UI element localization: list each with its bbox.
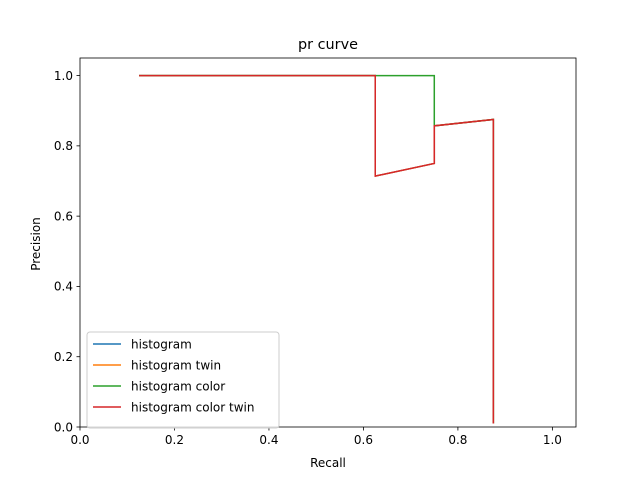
legend-label-2: histogram twin	[131, 358, 221, 372]
y-tick-label: 0.8	[54, 139, 73, 153]
legend-label-4: histogram color twin	[131, 400, 254, 414]
axes-frame	[79, 57, 577, 428]
x-tick-label: 0.8	[448, 433, 467, 447]
y-tick-label: 0.0	[54, 420, 73, 434]
x-axis-label: Recall	[310, 456, 346, 470]
y-tick-label: 0.2	[54, 350, 73, 364]
y-axis-label: Precision	[29, 217, 43, 271]
y-tick-label: 0.4	[54, 280, 73, 294]
x-tick-label: 1.0	[543, 433, 562, 447]
legend-box	[86, 331, 280, 429]
legend-label-3: histogram color	[131, 379, 225, 393]
series-layer	[139, 74, 495, 424]
y-tick-label: 0.6	[54, 209, 73, 223]
legend: histogram histogram twin histogram color hi…	[86, 331, 280, 429]
legend-label-1: histogram	[131, 337, 192, 351]
y-tick-label: 1.0	[54, 69, 73, 83]
x-tick-label: 0.2	[165, 433, 184, 447]
x-tick-label: 0.6	[354, 433, 373, 447]
x-tick-label: 0.4	[259, 433, 278, 447]
x-tick-label: 0.0	[70, 433, 89, 447]
axes-layer: 0.0 0.2 0.4 0.6 0.8 1.0 0.0 0.2 0.4 0.6 0.8 1.0	[54, 57, 577, 447]
series-line-4	[139, 74, 495, 424]
chart-title: pr curve	[298, 37, 358, 53]
